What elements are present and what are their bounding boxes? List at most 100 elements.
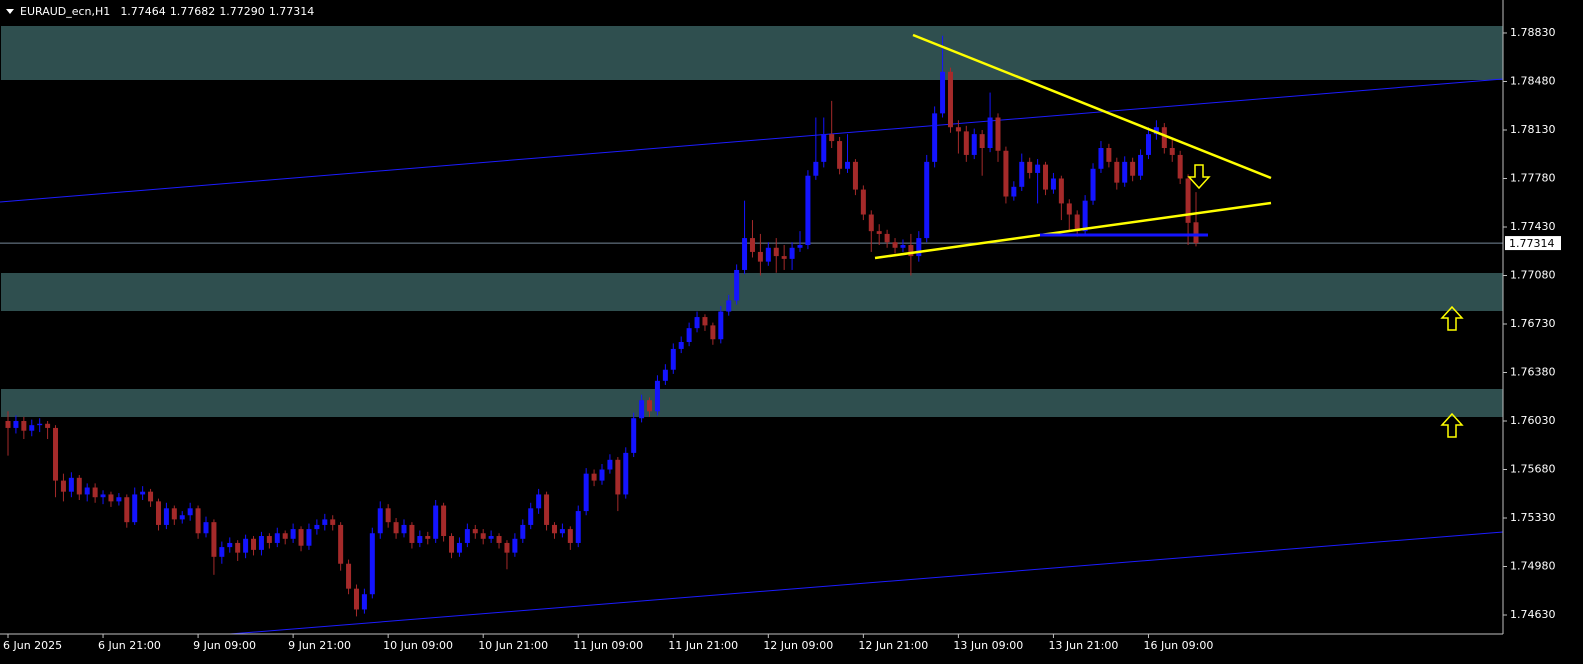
candle-body [1027, 161, 1033, 173]
candle-body [243, 538, 249, 553]
candle-body [1090, 168, 1096, 201]
y-tick-label: 1.75330 [1510, 511, 1556, 524]
candle-body [53, 427, 59, 481]
candle-body [211, 522, 217, 557]
candle-body [37, 423, 43, 426]
candle-body [821, 134, 827, 162]
candle-body [480, 533, 486, 539]
candle-body [654, 380, 660, 412]
candle-body [551, 524, 557, 534]
candle-body [940, 71, 946, 114]
candle-body [393, 522, 399, 534]
candle-body [401, 524, 407, 534]
candle-body [353, 588, 359, 610]
candle-body [773, 247, 779, 257]
candle-body [734, 269, 740, 301]
y-tick-label: 1.76380 [1510, 366, 1556, 379]
channel-line [229, 531, 1504, 635]
candle-body [631, 418, 637, 453]
y-tick-label: 1.76030 [1510, 414, 1556, 427]
candle-body [544, 494, 550, 525]
candle-body [132, 494, 138, 523]
candle-body [1193, 222, 1199, 244]
x-tick-label: 13 Jun 09:00 [953, 639, 1023, 652]
candle-body [924, 161, 930, 239]
candle-body [84, 487, 90, 495]
candle-body [425, 536, 431, 539]
candle-body [171, 508, 177, 520]
candle-body [583, 473, 589, 512]
candle-body [116, 497, 122, 502]
candle-body [607, 459, 613, 470]
candle-body [757, 251, 763, 262]
candle-body [330, 519, 336, 525]
y-tick-label: 1.76730 [1510, 317, 1556, 330]
x-tick-label: 6 Jun 21:00 [98, 639, 161, 652]
candle-body [789, 247, 795, 259]
candle-body [884, 233, 890, 243]
candle-body [108, 494, 114, 502]
y-tick-label: 1.77780 [1510, 171, 1556, 184]
candle-body [955, 127, 961, 132]
candle-body [1058, 178, 1064, 204]
header: EURAUD_ecn,H1 1.77464 1.77682 1.77290 1.7731… [20, 5, 314, 18]
candle-body [449, 536, 455, 553]
candle-body [338, 524, 344, 564]
candle-body [203, 522, 209, 534]
candle-body [219, 547, 225, 557]
axes: 1.78830 1.78480 1.78130 1.77780 1.77430 1.770… [3, 26, 1561, 652]
x-tick-label: 11 Jun 21:00 [668, 639, 738, 652]
candle-body [1050, 178, 1056, 190]
candle-body [1066, 203, 1072, 215]
candle-body [559, 529, 565, 534]
candle-body [377, 508, 383, 534]
candle-body [670, 348, 676, 370]
candle-body [148, 491, 154, 502]
y-tick-label: 1.78130 [1510, 123, 1556, 136]
candle-body [251, 538, 257, 550]
candle-body [1145, 134, 1151, 155]
candle-body [163, 508, 169, 525]
candle-body [409, 524, 415, 543]
candle-body [765, 247, 771, 262]
candle-body [876, 231, 882, 234]
candle-body [346, 563, 352, 589]
candle-body [227, 542, 233, 548]
candle-body [1177, 154, 1183, 179]
candle-body [314, 524, 320, 530]
candle-body [916, 238, 922, 257]
up-arrow [1440, 305, 1464, 331]
candle-body [615, 459, 621, 495]
x-tick-label: 9 Jun 09:00 [193, 639, 256, 652]
candle-body [932, 113, 938, 162]
y-tick-label: 1.78480 [1510, 74, 1556, 87]
candle-body [274, 533, 280, 543]
candle-body [298, 529, 304, 546]
candle-body [1011, 186, 1017, 197]
candle-body [749, 238, 755, 252]
candle-body [1122, 161, 1128, 183]
candle-body [441, 505, 447, 537]
candle-body [1130, 161, 1136, 176]
candle-body [908, 245, 914, 257]
candle-body [1138, 154, 1144, 176]
candle-body [464, 529, 470, 543]
candle-body [852, 161, 858, 190]
candles [5, 35, 1199, 617]
candle-body [290, 529, 296, 539]
x-tick-label: 13 Jun 21:00 [1048, 639, 1118, 652]
trend-line [874, 201, 1272, 260]
candle-body [68, 477, 74, 492]
candle-body [92, 487, 98, 498]
current-price-box [1505, 236, 1561, 251]
candle-body [76, 477, 82, 495]
candle-body [575, 511, 581, 543]
candle-body [306, 529, 312, 546]
candle-body [845, 161, 851, 169]
candle-body [995, 117, 1001, 151]
zone [1, 389, 1503, 417]
candle-body [623, 452, 629, 495]
menu-triangle [6, 9, 14, 14]
candle-body [829, 134, 835, 142]
